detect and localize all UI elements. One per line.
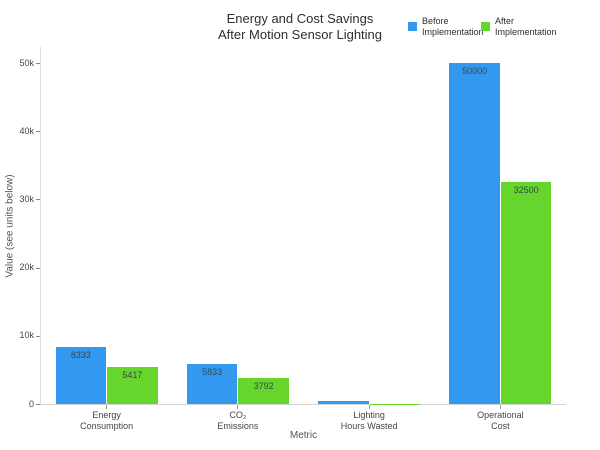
category-label-line: CO₂ <box>229 410 247 420</box>
chart-title-line2: After Motion Sensor Lighting <box>217 27 383 42</box>
category-label-lighting-hours-wasted: Lighting Hours Wasted <box>304 410 434 432</box>
y-tick-label-40k: 40k <box>19 125 34 136</box>
category-label-line: Operational <box>477 410 524 420</box>
y-tick-mark <box>36 404 40 405</box>
legend-swatch-after-icon <box>481 22 490 31</box>
bar-before-energy-consumption[interactable]: 8333 <box>55 347 107 404</box>
bar-value-label: 8333 <box>70 350 91 361</box>
bar-after-operational-cost[interactable]: 32500 <box>500 182 552 404</box>
y-tick-label-20k: 20k <box>19 262 34 273</box>
category-label-line: Hours Wasted <box>340 421 398 431</box>
bar-after-co-emissions[interactable]: 3792 <box>238 378 289 404</box>
x-tick-mark <box>237 405 239 409</box>
legend-label-before-line2: Implementation <box>422 26 484 37</box>
bar-before-co-emissions[interactable]: 5833 <box>186 364 238 404</box>
x-axis-line <box>40 404 566 405</box>
x-tick-mark <box>499 405 501 409</box>
y-axis-line <box>40 47 41 405</box>
y-tick-label-50k: 50k <box>19 57 34 68</box>
category-label-line: Energy <box>92 410 121 420</box>
legend-label-after: After Implementation <box>495 16 557 37</box>
y-tick-label-10k: 10k <box>19 330 34 341</box>
category-label-line: Cost <box>491 421 510 431</box>
bar-before-lighting-hours-wasted[interactable] <box>318 401 369 404</box>
category-label-line: Lighting <box>353 410 385 420</box>
legend-swatch-before-icon <box>408 22 417 31</box>
y-tick-label-30k: 30k <box>19 193 34 204</box>
category-label-line: Emissions <box>217 421 259 431</box>
chart-title-line1: Energy and Cost Savings <box>226 11 374 26</box>
bar-value-label: 50000 <box>462 66 488 76</box>
category-label-operational-cost: Operational Cost <box>435 410 565 432</box>
y-tick-label-0: 0 <box>28 398 34 409</box>
legend-item-before[interactable]: Before Implementation <box>408 16 484 37</box>
category-label-line: Consumption <box>80 421 134 431</box>
bar-value-label: 5417 <box>122 370 143 381</box>
chart-title: Energy and Cost Savings After Motion Sen… <box>0 11 600 43</box>
bar-after-energy-consumption[interactable]: 5417 <box>107 367 158 404</box>
x-tick-mark <box>106 405 108 409</box>
bar-value-label: 32500 <box>513 185 539 196</box>
category-label-co-emissions: CO₂ Emissions <box>173 410 303 432</box>
category-label-energy-consumption: Energy Consumption <box>42 410 172 432</box>
bar-value-label: 3792 <box>253 381 274 392</box>
y-tick-mark <box>36 199 40 201</box>
y-tick-mark <box>36 131 40 133</box>
x-axis-title: Metric <box>289 430 318 441</box>
y-tick-mark <box>36 267 40 269</box>
y-tick-mark <box>36 63 40 64</box>
legend-label-before: Before Implementation <box>422 16 484 37</box>
bar-after-lighting-hours-wasted[interactable] <box>369 403 421 404</box>
legend-label-after-line1: After <box>495 16 515 26</box>
bar-value-label: 5833 <box>202 367 223 378</box>
legend-label-after-line2: Implementation <box>495 26 557 37</box>
bar-before-operational-cost[interactable]: 50000 <box>449 63 500 404</box>
legend-item-after[interactable]: After Implementation <box>481 16 557 37</box>
legend-label-before-line1: Before <box>422 16 449 26</box>
x-tick-mark <box>368 405 370 409</box>
y-tick-mark <box>36 335 40 337</box>
